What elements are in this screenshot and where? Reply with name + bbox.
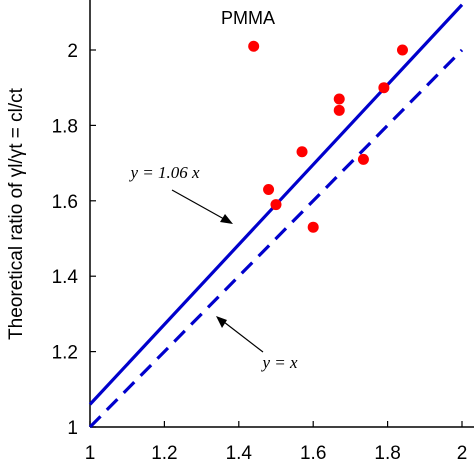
data-points (248, 40, 408, 233)
data-point (248, 40, 260, 52)
data-point (378, 82, 390, 94)
x-ticks: 1 1.2 1.4 1.6 1.8 2 (85, 421, 468, 464)
x-tick-label: 1.4 (226, 443, 253, 464)
x-tick-label: 1.6 (300, 443, 326, 464)
y-tick-label: 1.4 (52, 267, 79, 288)
line-y-equals-x (88, 48, 464, 429)
y-ticks: 1 1.2 1.4 1.6 1.8 2 (52, 41, 96, 439)
x-tick-label: 2 (457, 443, 468, 464)
data-point (357, 153, 369, 165)
data-point (296, 146, 308, 158)
x-tick-label: 1.2 (151, 443, 177, 464)
line-label-solid: y = 1.06 x (128, 163, 200, 182)
axes (89, 0, 474, 428)
y-tick-label: 1.6 (52, 192, 78, 213)
y-axis-label: Theoretical ratio of γl/γt = cl/ct (6, 87, 27, 340)
annotation-pmma: PMMA (221, 8, 275, 28)
y-tick-label: 1.2 (52, 343, 78, 364)
data-point (270, 199, 282, 211)
line-label-dashed: y = x (260, 353, 298, 372)
arrow-dashed (216, 316, 264, 353)
x-tick-label: 1 (85, 443, 96, 464)
data-point (396, 44, 408, 56)
arrow-solid (171, 189, 233, 224)
y-tick-label: 2 (67, 41, 78, 62)
x-tick-label: 1.8 (374, 443, 400, 464)
y-tick-label: 1 (67, 418, 78, 439)
data-point (333, 93, 345, 105)
data-point (333, 104, 345, 116)
y-tick-label: 1.8 (52, 116, 78, 137)
data-point (307, 221, 319, 233)
data-point (263, 183, 275, 195)
